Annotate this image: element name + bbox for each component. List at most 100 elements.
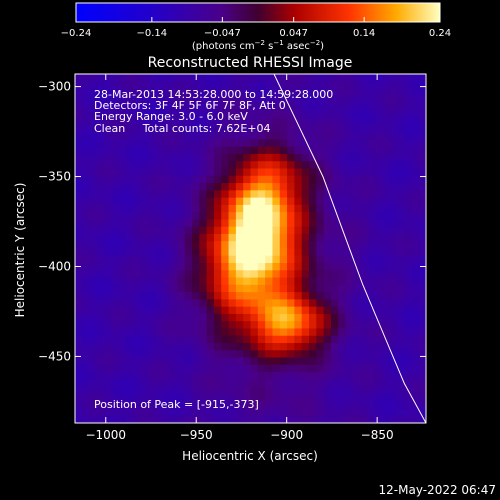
heatmap-cell [126,74,135,82]
heatmap-cell [345,226,354,235]
heatmap-cell [389,277,398,286]
heatmap-cell [330,132,339,141]
heatmap-cell [418,321,426,330]
heatmap-cell [140,219,149,228]
heatmap-cell [82,117,91,126]
heatmap-cell [389,241,398,250]
heatmap-cell [323,350,332,359]
heatmap-cell [155,343,164,351]
heatmap-cell [170,255,178,264]
heatmap-cell [323,270,332,279]
heatmap-cell [323,110,332,119]
heatmap-cell [177,415,186,423]
heatmap-cell [294,190,303,199]
heatmap-cell [243,153,252,162]
heatmap-cell [382,124,391,133]
heatmap-cell [148,241,157,250]
heatmap-cell [228,292,237,300]
heatmap-cell [404,408,412,417]
heatmap-cell [301,204,310,213]
heatmap-cell [206,161,215,170]
heatmap-cell [279,88,288,97]
heatmap-cell [316,219,325,228]
heatmap-cell [396,343,405,351]
heatmap-cell [294,357,303,366]
heatmap-cell [111,190,120,199]
heatmap-cell [75,284,83,293]
heatmap-cell [367,277,376,286]
heatmap-cell [323,146,332,155]
heatmap-cell [360,372,369,380]
heatmap-cell [111,357,120,366]
heatmap-cell [367,146,376,155]
heatmap-cell [396,270,405,279]
heatmap-cell [287,292,295,300]
heatmap-cell [133,175,142,184]
heatmap-cell [118,204,127,213]
heatmap-cell [243,364,252,373]
heatmap-cell [389,386,398,395]
heatmap-cell [257,343,266,351]
heatmap-cell [104,183,113,191]
heatmap-cell [118,233,127,242]
heatmap-cell [309,255,317,264]
heatmap-cell [279,263,288,271]
heatmap-cell [118,343,127,351]
heatmap-cell [301,233,310,242]
heatmap-cell [213,190,222,199]
heatmap-cell [352,233,361,242]
heatmap-cell [330,393,339,402]
heatmap-cell [155,255,164,264]
heatmap-cell [257,110,266,119]
heatmap-cell [272,139,281,148]
heatmap-cell [104,204,113,213]
heatmap-cell [338,233,347,242]
heatmap-cell [404,124,412,133]
heatmap-cell [323,255,332,264]
heatmap-cell [367,212,376,221]
heatmap-cell [170,299,178,308]
heatmap-cell [309,343,317,351]
heatmap-cell [235,379,244,388]
heatmap-cell [418,393,426,402]
heatmap-cell [89,219,98,228]
heatmap-cell [382,277,391,286]
heatmap-cell [389,81,398,90]
chart-title: Reconstructed RHESSI Image [148,55,353,71]
heatmap-cell [221,255,230,264]
heatmap-cell [206,139,215,148]
heatmap-cell [301,393,310,402]
heatmap-cell [301,175,310,184]
heatmap-cell [418,255,426,264]
heatmap-cell [235,292,244,300]
heatmap-cell [352,226,361,235]
heatmap-cell [235,74,244,82]
heatmap-cell [213,277,222,286]
heatmap-cell [162,263,171,271]
heatmap-cell [170,146,178,155]
heatmap-cell [199,255,208,264]
heatmap-cell [89,270,98,279]
heatmap-cell [213,343,222,351]
heatmap-cell [177,95,186,104]
heatmap-cell [330,263,339,271]
heatmap-cell [382,372,391,380]
heatmap-cell [235,350,244,359]
heatmap-cell [75,81,83,90]
heatmap-cell [389,153,398,162]
heatmap-cell [243,139,252,148]
heatmap-cell [330,415,339,423]
heatmap-cell [382,357,391,366]
heatmap-cell [257,95,266,104]
heatmap-cell [111,117,120,126]
heatmap-cell [133,401,142,410]
heatmap-cell [235,277,244,286]
heatmap-cell [352,343,361,351]
heatmap-cell [184,168,193,177]
heatmap-cell [418,248,426,257]
heatmap-cell [213,299,222,308]
heatmap-cell [265,321,274,330]
heatmap-cell [411,197,420,206]
heatmap-cell [192,226,200,235]
heatmap-cell [345,343,354,351]
